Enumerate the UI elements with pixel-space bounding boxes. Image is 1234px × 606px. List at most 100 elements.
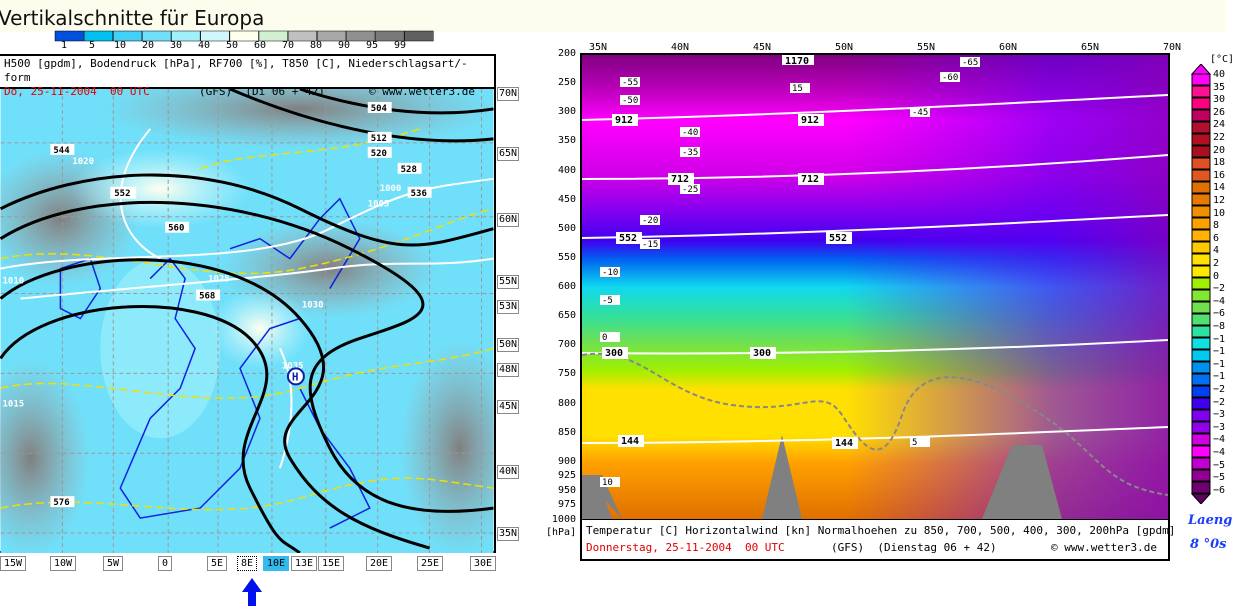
temperature-scale-label: 20 [1213, 144, 1226, 156]
map-copyright: © www.wetter3.de [369, 85, 475, 98]
pressure-unit: [hPa] [546, 527, 577, 538]
map-date: Do, 25-11-2004 00 UTC [4, 85, 150, 98]
longitude-button-8e[interactable]: 8E [237, 556, 258, 571]
longitude-button-20e[interactable]: 20E [366, 556, 393, 571]
humidity-scale-label: 5 [88, 40, 96, 51]
longitude-button-15e[interactable]: 15E [318, 556, 345, 571]
temperature-color-swatch [1191, 469, 1211, 482]
temperature-color-swatch [1191, 349, 1211, 362]
vertical-cross-section-plot[interactable]: 1170 912 912 712 712 552 552 300 300 144… [580, 53, 1170, 521]
height-label: 1170 [785, 56, 809, 67]
height-label: 712 [671, 174, 689, 185]
isobar-label: 1010 [3, 277, 25, 287]
temperature-scale-label: −5 [1213, 472, 1226, 484]
height-label: 712 [801, 174, 819, 185]
temperature-color-swatch [1191, 133, 1211, 146]
temperature-scale-label: −6 [1213, 484, 1226, 496]
section-footer: Temperatur [C] Horizontalwind [kn] Norma… [580, 520, 1176, 561]
temperature-scale-label: 14 [1213, 182, 1226, 194]
temperature-scale-label: −4 [1213, 295, 1226, 307]
map-header-description: H500 [gpdm], Bodendruck [hPa], RF700 [%]… [4, 57, 468, 84]
temperature-scale-label: −1 [1213, 371, 1226, 383]
temperature-scale-label: −2 [1213, 283, 1226, 295]
temperature-scale-label: 0 [1213, 270, 1220, 282]
temperature-label: -25 [682, 185, 698, 195]
map-panel: H500 [gpdm], Bodendruck [hPa], RF700 [%]… [0, 54, 496, 553]
temperature-label: -10 [602, 268, 618, 278]
temperature-label: -35 [682, 148, 698, 158]
height-label: 552 [829, 233, 847, 244]
section-footer-description: Temperatur [C] Horizontalwind [kn] Norma… [586, 524, 1176, 537]
height-label: 552 [619, 233, 637, 244]
isobar-label: 1020 [72, 157, 94, 167]
page-title: Vertikalschnitte für Europa [0, 6, 265, 30]
pressure-label: 300 [557, 106, 576, 118]
temperature-color-swatch [1191, 97, 1211, 110]
longitude-button-13e[interactable]: 13E [291, 556, 318, 571]
humidity-color-swatch [317, 30, 347, 42]
height-label: 144 [621, 436, 639, 447]
humidity-scale-label: 40 [197, 40, 211, 51]
pressure-label: 800 [557, 397, 576, 409]
longitude-button-15w[interactable]: 15W [0, 556, 27, 571]
map-model: (GFS) (Di 06 + 42) [199, 85, 325, 98]
longitude-button-25e[interactable]: 25E [417, 556, 444, 571]
longitude-button-5e[interactable]: 5E [207, 556, 228, 571]
temperature-scale-label: −4 [1213, 447, 1226, 458]
temperature-color-swatch [1191, 373, 1211, 386]
longitude-button-10w[interactable]: 10W [50, 556, 77, 571]
pressure-label: 600 [557, 281, 576, 292]
temperature-scale-label: 40 [1213, 69, 1226, 80]
height-label: 300 [605, 348, 623, 359]
temperature-color-swatch [1191, 169, 1211, 182]
humidity-scale-label: 99 [393, 40, 407, 51]
humidity-color-swatch [113, 30, 143, 42]
isobar-label: 1000 [380, 184, 402, 194]
isobar-label: 1015 [3, 399, 25, 409]
latitude-label: 70N [497, 87, 520, 101]
temperature-scale-label: −1 [1213, 333, 1226, 345]
temperature-color-swatch [1191, 421, 1211, 434]
humidity-color-swatch [375, 30, 405, 42]
temperature-color-swatch [1191, 361, 1211, 374]
pressure-label: 450 [557, 193, 576, 205]
contour-label: 512 [371, 134, 387, 144]
height-label: 144 [835, 438, 853, 449]
temperature-label: 10 [602, 478, 613, 488]
humidity-color-swatch [54, 30, 84, 42]
temperature-color-swatch [1191, 433, 1211, 446]
temperature-label: 15 [792, 84, 803, 94]
latitude-label: 45N [497, 400, 520, 414]
position-value: 8 °0s [1190, 537, 1227, 552]
temperature-color-swatch [1191, 301, 1211, 314]
humidity-scale-label: 90 [337, 40, 351, 51]
temperature-color-swatch [1191, 181, 1211, 194]
humidity-scale-label: 10 [113, 40, 127, 51]
temperature-label: -65 [962, 58, 978, 68]
temperature-color-swatch [1191, 73, 1211, 86]
temperature-color-swatch [1191, 313, 1211, 326]
section-date: Donnerstag, 25-11-2004 00 UTC [586, 541, 785, 554]
longitude-button-10e[interactable]: 10E [263, 556, 290, 571]
contour-label: 560 [168, 224, 184, 234]
longitude-button-0[interactable]: 0 [158, 556, 173, 571]
humidity-scale-label: 1 [60, 40, 68, 51]
temperature-scale-label: 2 [1213, 258, 1220, 269]
temperature-scale-label: −2 [1213, 396, 1226, 408]
europe-weather-map[interactable]: 552 560 568 576 544 504 512 520 528 536 … [0, 89, 494, 553]
longitude-button-5w[interactable]: 5W [103, 556, 124, 571]
temperature-label: -20 [642, 216, 658, 226]
pressure-label: 750 [557, 368, 576, 380]
pressure-label: 700 [557, 339, 576, 351]
pressure-label: 200 [557, 48, 576, 59]
contour-label: 544 [53, 146, 69, 156]
height-label: 912 [801, 115, 819, 126]
temperature-color-swatch [1191, 121, 1211, 134]
pressure-label: 975 [557, 499, 576, 511]
humidity-scale-label: 50 [225, 40, 239, 51]
section-latitude-label: 55N [917, 42, 936, 53]
longitude-button-30e[interactable]: 30E [470, 556, 497, 571]
latitude-label: 65N [497, 147, 520, 161]
humidity-scale-label: 80 [309, 40, 323, 51]
temperature-label: -40 [682, 128, 698, 138]
